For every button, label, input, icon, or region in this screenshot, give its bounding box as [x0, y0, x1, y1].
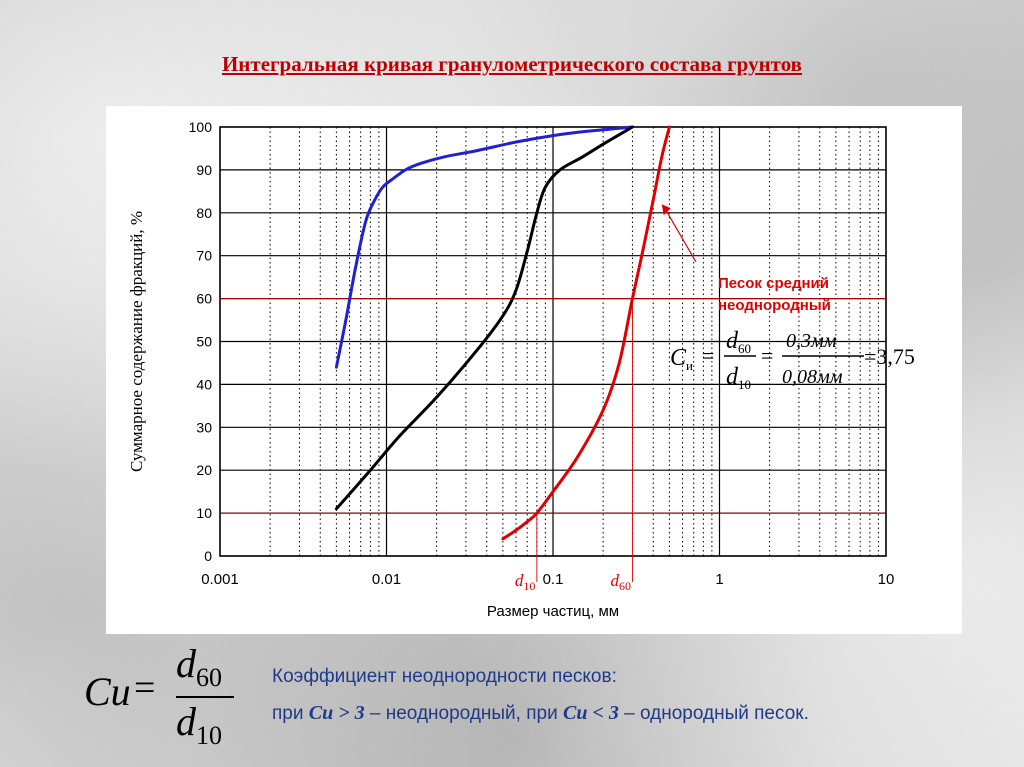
x-axis-label: Размер частиц, мм	[487, 603, 619, 620]
y-tick-label: 90	[196, 162, 212, 178]
grain-size-chart: 0 10 20 30 40 50 60 70 80 90 100 0.001 0.01 0.1 1 10 Раз…	[106, 106, 962, 634]
ann-formula-lhs: Cи	[670, 345, 693, 373]
y-tick-label: 10	[196, 505, 212, 521]
ann-formula-den2: 0,08мм	[782, 366, 843, 388]
ann-formula-den: d10	[726, 364, 751, 392]
y-tick-label: 20	[196, 462, 212, 478]
y-tick-label: 100	[189, 119, 213, 135]
d60-label: d60	[610, 571, 631, 593]
series-line-3	[501, 125, 671, 541]
ann-formula-eq1: =	[702, 343, 714, 368]
x-tick-label: 1	[715, 571, 723, 588]
y-tick-label: 70	[196, 248, 212, 264]
ann-formula-num: d60	[726, 328, 751, 356]
annotation-line2: неоднородный	[718, 297, 831, 314]
series-line-2	[334, 125, 634, 511]
x-tick-label: 0.001	[201, 571, 239, 588]
x-tick-label: 10	[878, 571, 895, 588]
description-heading: Коэффициент неоднородности песков:	[272, 666, 617, 687]
description-rule: при Cu > 3 – неоднородный, при Cu < 3 – …	[272, 702, 809, 724]
formula-denominator: d10	[176, 699, 222, 750]
y-tick-label: 30	[196, 419, 212, 435]
y-tick-label: 0	[204, 548, 212, 564]
annotation-formula: Cи = d60 d10 = 0,3мм 0,08мм =3,75	[670, 328, 915, 392]
uniformity-formula: Cu = d60 d10	[78, 640, 238, 750]
ann-formula-num2: 0,3мм	[786, 330, 837, 352]
x-tick-label: 0.1	[543, 571, 564, 588]
y-tick-label: 40	[196, 376, 212, 392]
description: Коэффициент неоднородности песков: при C…	[272, 666, 1012, 725]
formula-fraction-line	[176, 696, 234, 698]
y-axis-label: Суммарное содержание фракций, %	[127, 211, 146, 472]
formula-lhs: Cu	[84, 669, 131, 714]
annotation-arrowhead	[661, 204, 671, 216]
x-tick-label: 0.01	[372, 571, 401, 588]
annotation-arrow	[664, 207, 697, 263]
chart-svg: 0 10 20 30 40 50 60 70 80 90 100 0.001 0.01 0.1 1 10 Раз…	[127, 119, 915, 620]
y-tick-label: 50	[196, 334, 212, 350]
formula-numerator: d60	[176, 641, 222, 692]
y-tick-label: 60	[196, 291, 212, 307]
d10-label: d10	[515, 571, 536, 593]
y-tick-label: 80	[196, 205, 212, 221]
slide-title: Интегральная кривая гранулометрического …	[221, 52, 803, 76]
ann-formula-eq2: =	[761, 343, 773, 368]
plot-frame	[219, 126, 887, 557]
series-line-1	[334, 125, 634, 369]
ann-formula-result: =3,75	[864, 344, 915, 369]
annotation-line1: Песок средний	[718, 275, 829, 292]
formula-equals: =	[134, 667, 156, 709]
